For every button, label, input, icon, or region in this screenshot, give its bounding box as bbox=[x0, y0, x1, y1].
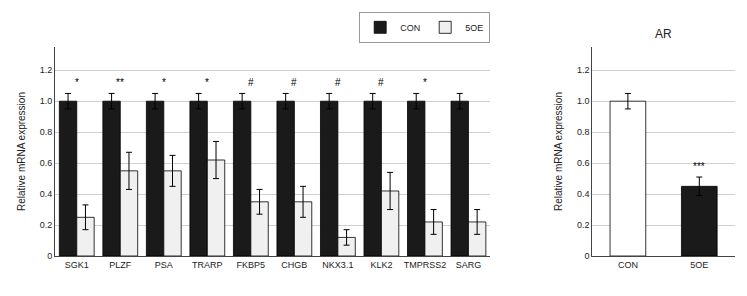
svg-text:5OE: 5OE bbox=[465, 23, 483, 33]
svg-text:AR: AR bbox=[655, 27, 672, 41]
svg-text:#: # bbox=[335, 77, 341, 88]
svg-text:PSA: PSA bbox=[155, 260, 173, 270]
svg-text:**: ** bbox=[116, 77, 124, 88]
svg-text:*: * bbox=[75, 77, 79, 88]
svg-text:0.4: 0.4 bbox=[577, 189, 590, 199]
svg-text:PLZF: PLZF bbox=[109, 260, 132, 270]
svg-text:#: # bbox=[291, 77, 297, 88]
svg-text:CON: CON bbox=[618, 260, 638, 270]
svg-text:*: * bbox=[162, 77, 166, 88]
svg-text:5OE: 5OE bbox=[690, 260, 708, 270]
svg-text:*: * bbox=[205, 77, 209, 88]
svg-text:Relative mRNA expression: Relative mRNA expression bbox=[553, 92, 564, 211]
svg-text:TRARP: TRARP bbox=[192, 260, 223, 270]
svg-text:CON: CON bbox=[400, 23, 420, 33]
svg-text:1.0: 1.0 bbox=[40, 96, 53, 106]
svg-text:#: # bbox=[248, 77, 254, 88]
svg-text:NKX3.1: NKX3.1 bbox=[322, 260, 353, 270]
svg-text:0.8: 0.8 bbox=[40, 127, 53, 137]
svg-text:TMPRSS2: TMPRSS2 bbox=[404, 260, 447, 270]
svg-text:KLK2: KLK2 bbox=[370, 260, 392, 270]
svg-text:FKBP5: FKBP5 bbox=[237, 260, 266, 270]
svg-text:0.6: 0.6 bbox=[40, 158, 53, 168]
svg-text:SARG: SARG bbox=[456, 260, 482, 270]
svg-text:0: 0 bbox=[47, 251, 52, 261]
svg-text:***: *** bbox=[693, 161, 705, 172]
svg-text:*: * bbox=[423, 77, 427, 88]
svg-text:0.8: 0.8 bbox=[577, 127, 590, 137]
svg-text:0.4: 0.4 bbox=[40, 189, 53, 199]
svg-text:SGK1: SGK1 bbox=[65, 260, 89, 270]
svg-text:#: # bbox=[378, 77, 384, 88]
svg-text:Relative mRNA expression: Relative mRNA expression bbox=[16, 92, 27, 211]
svg-text:0.6: 0.6 bbox=[577, 158, 590, 168]
svg-text:1.2: 1.2 bbox=[577, 65, 590, 75]
svg-text:0: 0 bbox=[584, 251, 589, 261]
svg-text:0.2: 0.2 bbox=[577, 220, 590, 230]
svg-text:0.2: 0.2 bbox=[40, 220, 53, 230]
svg-text:CHGB: CHGB bbox=[281, 260, 307, 270]
svg-text:1.2: 1.2 bbox=[40, 65, 53, 75]
svg-text:1.0: 1.0 bbox=[577, 96, 590, 106]
